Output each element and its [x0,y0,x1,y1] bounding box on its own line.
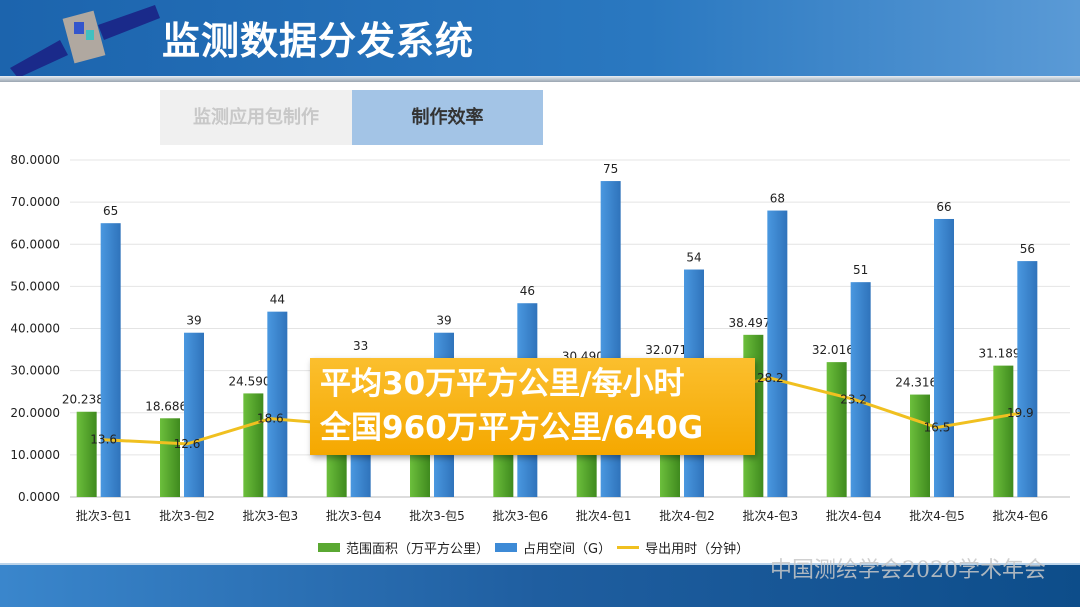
tab-production-efficiency[interactable]: 制作效率 [352,90,543,145]
y-tick-label: 0.0000 [18,490,60,504]
space-bar [850,282,871,497]
summary-callout: 平均30万平方公里/每小时 全国960万平方公里/640G [310,358,755,455]
x-tick-label: 批次4-包1 [576,508,632,523]
x-tick-label: 批次3-包3 [243,508,299,523]
callout-line-2: 全国960万平方公里/640G [320,410,704,446]
footer-bar [0,565,1080,607]
chart-legend: 范围面积（万平方公里） 占用空间（G） 导出用时（分钟） [318,538,749,557]
space-bar-label: 39 [436,314,451,328]
space-bar [267,311,288,497]
y-tick-label: 50.0000 [10,279,60,293]
time-point-label: 28.2 [757,371,784,385]
area-bar [826,362,847,497]
combo-chart: 0.0000 10.0000 20.0000 30.0000 40.0000 50.000… [10,153,1070,523]
x-tick-label: 批次4-包3 [743,508,799,523]
legend-swatch-space [495,543,518,552]
y-tick-label: 20.0000 [10,406,60,420]
space-bar-label: 39 [186,314,201,328]
space-bar-label: 46 [520,284,535,298]
space-bar [1017,261,1038,497]
space-bar-label: 66 [936,200,951,214]
tab-package-production[interactable]: 监测应用包制作 [160,90,352,145]
area-bar-label: 31.1891 [979,347,1029,361]
area-bar [910,394,930,497]
x-tick-label: 批次4-包6 [993,508,1049,523]
space-bar-label: 51 [853,263,868,277]
area-bar-label: 24.5909 [229,374,279,388]
space-bar-label: 56 [1020,242,1035,256]
legend-label-time: 导出用时（分钟） [645,542,750,557]
space-bar-label: 68 [770,192,785,206]
area-bar [160,418,180,497]
area-bar [993,365,1014,497]
time-point-label: 13.6 [90,433,117,447]
time-point-label: 18.6 [257,412,284,426]
time-point-label: 16.5 [924,420,951,434]
time-point-label: 23.2 [840,392,867,406]
area-bar-label: 20.2380 [62,393,112,407]
footer-divider [0,563,1080,565]
space-bar-label: 75 [603,162,618,176]
legend-label-area: 范围面积（万平方公里） [346,542,490,557]
area-bar [243,393,264,497]
time-point-label: 19.9 [1007,406,1034,420]
page-title: 监测数据分发系统 [162,19,475,63]
space-bar [767,210,788,498]
x-tick-label: 批次4-包2 [659,508,715,523]
space-bar [934,218,954,497]
x-tick-label: 批次3-包1 [76,508,132,523]
space-bar-label: 33 [353,339,368,353]
space-bar-label: 54 [686,251,701,265]
space-bar-label: 65 [103,204,118,218]
legend-swatch-area [318,543,340,552]
callout-line-1: 平均30万平方公里/每小时 [320,366,685,402]
area-bar-label: 24.3160 [895,376,945,390]
area-bar-label: 18.6864 [145,399,195,413]
satellite-logo-icon [10,5,160,76]
y-tick-label: 80.0000 [10,153,60,167]
space-bar-label: 44 [270,293,285,307]
space-bar [184,332,204,497]
legend-label-space: 占用空间（G） [523,542,612,557]
area-bar-label: 32.0712 [645,343,695,357]
header-divider [0,76,1080,82]
x-tick-label: 批次4-包5 [909,508,965,523]
legend-swatch-time [617,546,640,549]
y-tick-label: 60.0000 [10,237,60,251]
x-tick-label: 批次3-包6 [493,508,549,523]
y-tick-label: 10.0000 [10,448,60,462]
x-tick-label: 批次3-包2 [159,508,215,523]
y-tick-label: 30.0000 [10,364,60,378]
x-tick-label: 批次3-包4 [326,508,382,523]
space-bar [100,223,121,497]
y-tick-label: 70.0000 [10,195,60,209]
time-point-label: 12.6 [174,437,201,451]
conference-watermark: 中国测绘学会2020学术年会 [770,558,1046,583]
y-tick-label: 40.0000 [10,322,60,336]
area-bar-label: 32.0168 [812,343,862,357]
x-tick-label: 批次3-包5 [409,508,465,523]
area-bar [76,411,97,497]
header-bar [0,0,1080,76]
x-tick-label: 批次4-包4 [826,508,882,523]
area-bar-label: 38.4978 [729,316,779,330]
